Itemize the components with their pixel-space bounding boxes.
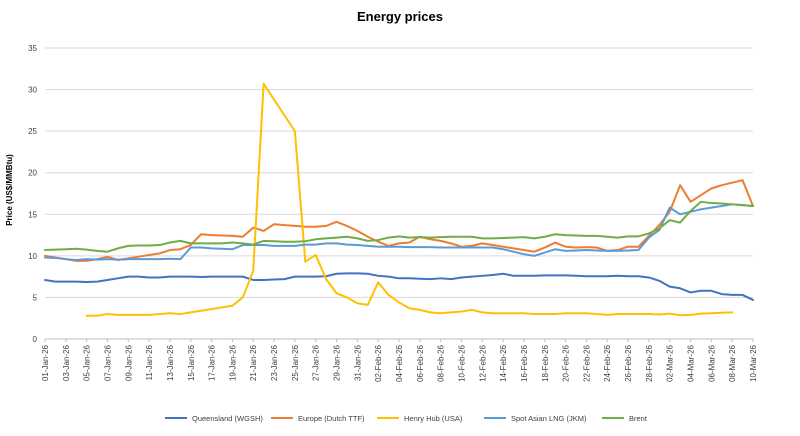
series-line-henry-hub-usa [85,82,734,317]
x-tick-label: 02-Feb-26 [374,344,383,381]
y-tick-label: 0 [33,335,38,344]
y-axis-ticks: 0 5 10 15 20 25 30 35 [28,44,37,344]
x-tick-label: 26-Feb-26 [624,344,633,381]
x-tick-label: 08-Mar-26 [728,344,737,381]
x-tick-label: 17-Jan-26 [208,344,217,381]
x-tick-label: 10-Feb-26 [457,344,466,381]
x-tick-label: 04-Feb-26 [395,344,404,381]
legend-label: Europe (Dutch TTF) [298,414,365,423]
x-tick-label: 05-Jan-26 [83,344,92,381]
x-tick-label: 21-Jan-26 [249,344,258,381]
y-tick-label: 15 [28,210,37,219]
x-axis-ticks: 01-Jan-26 03-Jan-26 05-Jan-26 07-Jan-26 09-J… [41,339,758,382]
y-tick-label: 30 [28,86,37,95]
y-axis-title: Price (US$/MMBtu) [5,154,14,226]
x-tick-label: 01-Jan-26 [41,344,50,381]
x-tick-label: 31-Jan-26 [353,344,362,381]
legend-item: Brent [602,414,648,423]
x-tick-label: 09-Jan-26 [124,344,133,381]
x-tick-label: 02-Mar-26 [666,344,675,381]
x-tick-label: 13-Jan-26 [166,344,175,381]
legend-item: Queensland (WGSH) [165,414,263,423]
y-tick-label: 25 [28,127,37,136]
x-tick-label: 03-Jan-26 [62,344,71,381]
x-tick-label: 08-Feb-26 [437,344,446,381]
x-tick-label: 20-Feb-26 [562,344,571,381]
series-line-europe-dutch-ttf [44,179,754,262]
x-tick-label: 10-Mar-26 [749,344,758,381]
y-tick-label: 35 [28,44,37,53]
x-tick-label: 11-Jan-26 [145,344,154,380]
series-line-brent [44,200,754,253]
legend-label: Queensland (WGSH) [192,414,263,423]
x-tick-label: 12-Feb-26 [478,344,487,381]
chart-title: Energy prices [357,9,443,24]
x-tick-label: 28-Feb-26 [645,344,654,381]
y-tick-label: 20 [28,169,37,178]
legend: Queensland (WGSH) Europe (Dutch TTF) Henry… [165,414,648,423]
x-tick-label: 22-Feb-26 [582,344,591,381]
y-tick-label: 5 [33,293,38,302]
legend-label: Henry Hub (USA) [404,414,463,423]
x-tick-label: 07-Jan-26 [103,344,112,381]
x-tick-label: 23-Jan-26 [270,344,279,381]
series-line-spot-asian-lng-jkm [44,203,754,262]
y-tick-label: 10 [28,252,37,261]
x-tick-label: 27-Jan-26 [312,344,321,381]
legend-label: Brent [629,414,648,423]
x-tick-label: 16-Feb-26 [520,344,529,381]
x-tick-label: 18-Feb-26 [541,344,550,381]
legend-item: Spot Asian LNG (JKM) [484,414,587,423]
x-tick-label: 06-Feb-26 [416,344,425,381]
x-tick-label: 19-Jan-26 [228,344,237,381]
legend-item: Henry Hub (USA) [377,414,463,423]
series-line-queensland-wgsh [44,272,754,301]
x-tick-label: 25-Jan-26 [291,344,300,381]
x-tick-label: 06-Mar-26 [707,344,716,381]
series-lines [44,82,754,317]
x-tick-label: 04-Mar-26 [687,344,696,381]
gridlines [45,47,753,340]
x-tick-label: 29-Jan-26 [333,344,342,381]
x-tick-label: 14-Feb-26 [499,344,508,381]
x-tick-label: 24-Feb-26 [603,344,612,381]
legend-item: Europe (Dutch TTF) [271,414,365,423]
x-tick-label: 15-Jan-26 [187,344,196,381]
legend-label: Spot Asian LNG (JKM) [511,414,587,423]
